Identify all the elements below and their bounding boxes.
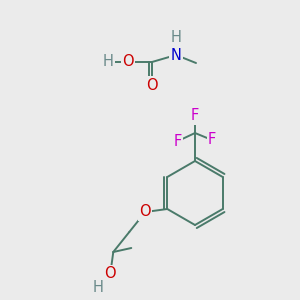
Text: N: N	[171, 47, 182, 62]
Text: O: O	[146, 77, 158, 92]
Text: O: O	[104, 266, 116, 281]
Text: O: O	[140, 205, 151, 220]
Text: O: O	[122, 55, 134, 70]
Text: H: H	[93, 280, 104, 296]
Text: F: F	[191, 109, 199, 124]
Text: F: F	[174, 134, 182, 148]
Text: H: H	[171, 31, 182, 46]
Text: F: F	[208, 133, 216, 148]
Text: H: H	[103, 55, 113, 70]
